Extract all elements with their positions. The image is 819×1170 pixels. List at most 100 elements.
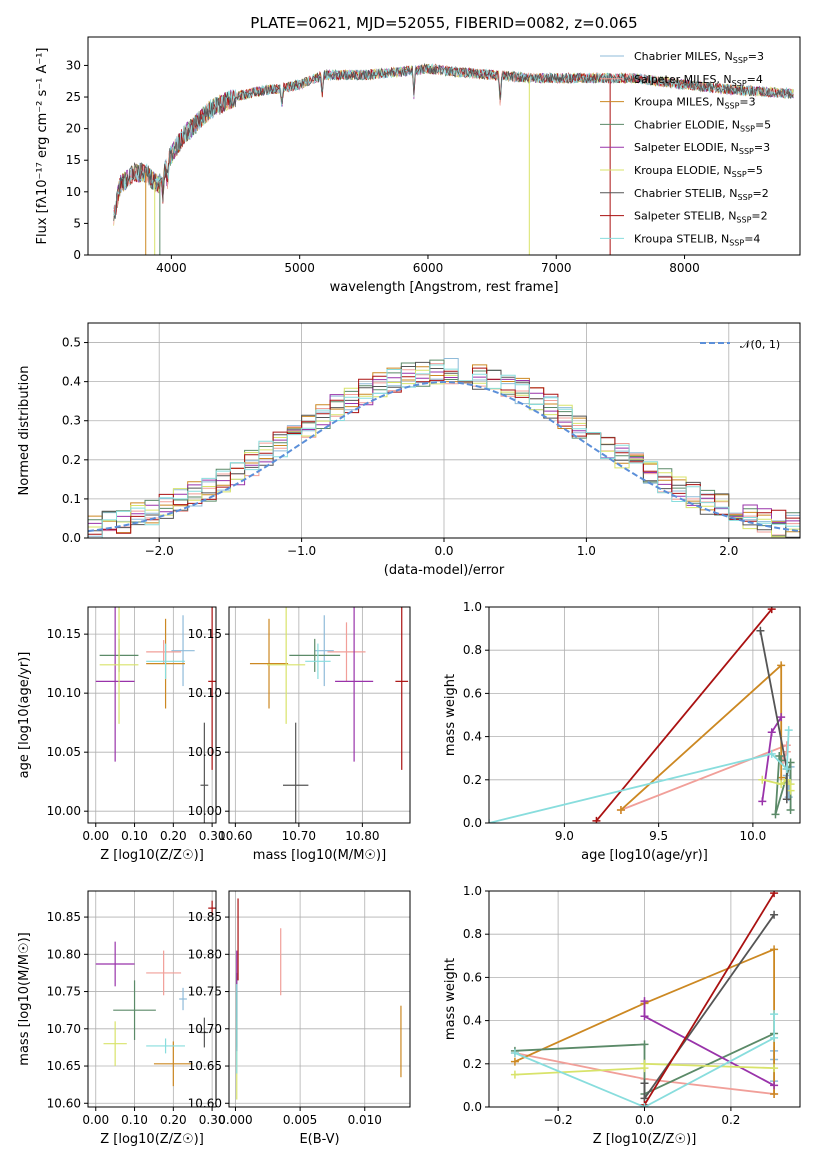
axes-frame bbox=[488, 890, 801, 1108]
y-tick-label: 10.80 bbox=[47, 947, 81, 961]
x-tick-label: −1.0 bbox=[287, 544, 316, 558]
weight-line bbox=[489, 730, 790, 823]
x-tick-label: 0.10 bbox=[121, 1113, 148, 1127]
errorbar-point bbox=[208, 900, 216, 916]
weight-marker bbox=[758, 797, 767, 806]
spectrum-panel: 4000 5000 6000 7000 8000 0 5 10 15 20 25 30 waveleng… bbox=[35, 14, 801, 295]
y-tick-label: 0 bbox=[73, 248, 81, 262]
y-tick-label: 0.6 bbox=[463, 970, 482, 984]
x-tick-label: 1.0 bbox=[577, 544, 596, 558]
x-tick-label: 0.30 bbox=[199, 829, 226, 843]
errorbar-point bbox=[146, 950, 182, 996]
y-tick-label: 10.80 bbox=[188, 947, 222, 961]
y-tick-label: 15 bbox=[66, 153, 81, 167]
x-tick-label: 0.005 bbox=[283, 1113, 317, 1127]
weight-marker bbox=[770, 1033, 779, 1042]
axes-frame bbox=[87, 890, 217, 1108]
y-tick-label: 0.4 bbox=[463, 730, 482, 744]
weight-marker bbox=[510, 1049, 519, 1057]
legend-entry: 𝒩(0, 1) bbox=[740, 338, 780, 351]
x-axis-label: age [log10(age/yr)] bbox=[581, 848, 708, 863]
histogram-series bbox=[88, 367, 800, 535]
x-tick-label: 0.00 bbox=[82, 829, 109, 843]
legend: 𝒩(0, 1) bbox=[700, 338, 780, 351]
x-tick-label: 7000 bbox=[541, 261, 572, 275]
weight-marker bbox=[784, 726, 793, 735]
errorbar-point bbox=[200, 722, 209, 823]
y-tick-label: 10.10 bbox=[188, 686, 222, 700]
axes-frame bbox=[488, 606, 801, 824]
weight-marker bbox=[770, 1010, 779, 1019]
errorbar-points bbox=[236, 898, 402, 1100]
x-tick-label: 10.70 bbox=[282, 829, 316, 843]
x-axis-label: E(B-V) bbox=[299, 1132, 339, 1147]
errorbar-point bbox=[179, 987, 187, 1011]
legend-entry: Kroupa MILES, NSSP=3 bbox=[634, 96, 756, 111]
weight-series bbox=[489, 607, 795, 823]
weight-line bbox=[595, 608, 773, 822]
x-tick-label: 4000 bbox=[156, 261, 187, 275]
y-tick-label: 10.65 bbox=[47, 1059, 81, 1073]
x-tick-label: 5000 bbox=[284, 261, 315, 275]
x-tick-label: 9.5 bbox=[649, 829, 668, 843]
errorbar-point bbox=[171, 615, 195, 687]
x-tick-label: 0.30 bbox=[199, 1113, 226, 1127]
errorbar-point bbox=[146, 1038, 185, 1054]
x-tick-label: 0.000 bbox=[218, 1113, 252, 1127]
weight-marker bbox=[756, 626, 765, 635]
age-vs-mass-panel: 10.60 10.70 10.80 10.00 10.05 10.10 10.15 mass … bbox=[188, 606, 411, 863]
weight-marker bbox=[767, 728, 776, 737]
chart-title: PLATE=0621, MJD=52055, FIBERID=0082, z=0… bbox=[250, 14, 637, 32]
weight-marker bbox=[640, 997, 649, 1006]
x-axis-label: Z [log10(Z/Z☉)] bbox=[593, 1132, 697, 1147]
x-axis-label: wavelength [Angstrom, rest frame] bbox=[330, 280, 559, 295]
weight-marker bbox=[782, 795, 791, 804]
spectrum-series-line bbox=[113, 63, 794, 219]
weight-marker bbox=[616, 806, 625, 815]
legend-entry: Kroupa ELODIE, NSSP=5 bbox=[634, 164, 763, 179]
y-tick-label: 10 bbox=[66, 185, 81, 199]
x-tick-label: 0.00 bbox=[82, 1113, 109, 1127]
y-axis-label: age [log10(age/yr)] bbox=[17, 652, 32, 779]
y-tick-label: 25 bbox=[66, 90, 81, 104]
x-tick-label: 9.0 bbox=[555, 829, 574, 843]
errorbar-point bbox=[289, 638, 341, 672]
y-tick-label: 20 bbox=[66, 122, 81, 136]
weight-marker bbox=[777, 713, 786, 722]
legend-entry: Salpeter MILES, NSSP=4 bbox=[634, 73, 763, 88]
errorbar-points bbox=[95, 607, 216, 823]
legend-entry: Salpeter STELIB, NSSP=2 bbox=[634, 210, 768, 225]
weight-marker bbox=[786, 806, 795, 815]
errorbar-point bbox=[103, 1021, 127, 1067]
weight-marker bbox=[770, 910, 779, 919]
x-tick-label: 0.20 bbox=[160, 829, 187, 843]
x-tick-label: 0.010 bbox=[348, 1113, 382, 1127]
weight-line bbox=[759, 630, 788, 800]
x-tick-label: 0.2 bbox=[721, 1113, 740, 1127]
y-tick-label: 0.0 bbox=[62, 531, 81, 545]
y-tick-label: 10.05 bbox=[47, 745, 81, 759]
y-tick-label: 10.75 bbox=[47, 985, 81, 999]
weight-marker bbox=[640, 1079, 649, 1088]
x-tick-label: 6000 bbox=[413, 261, 444, 275]
x-tick-label: 10.60 bbox=[218, 829, 252, 843]
x-axis-label: Z [log10(Z/Z☉)] bbox=[100, 1132, 204, 1147]
y-tick-label: 10.75 bbox=[188, 985, 222, 999]
weight-series bbox=[510, 891, 779, 1107]
spectrum-series-line bbox=[113, 62, 794, 222]
weight-marker bbox=[770, 1064, 779, 1073]
errorbar-point bbox=[113, 980, 156, 1040]
weight-line bbox=[620, 663, 783, 811]
weight-marker bbox=[758, 775, 767, 784]
weight-marker bbox=[510, 1070, 519, 1079]
legend-entry: Salpeter ELODIE, NSSP=3 bbox=[634, 141, 770, 156]
weight-marker bbox=[640, 1103, 649, 1107]
histogram-series bbox=[88, 364, 800, 538]
y-tick-label: 0.8 bbox=[463, 927, 482, 941]
axes-frame bbox=[228, 890, 411, 1108]
weight-marker bbox=[786, 786, 795, 795]
errorbar-point bbox=[249, 618, 289, 709]
errorbar-point bbox=[327, 622, 366, 682]
spectrum-lines bbox=[113, 62, 794, 255]
